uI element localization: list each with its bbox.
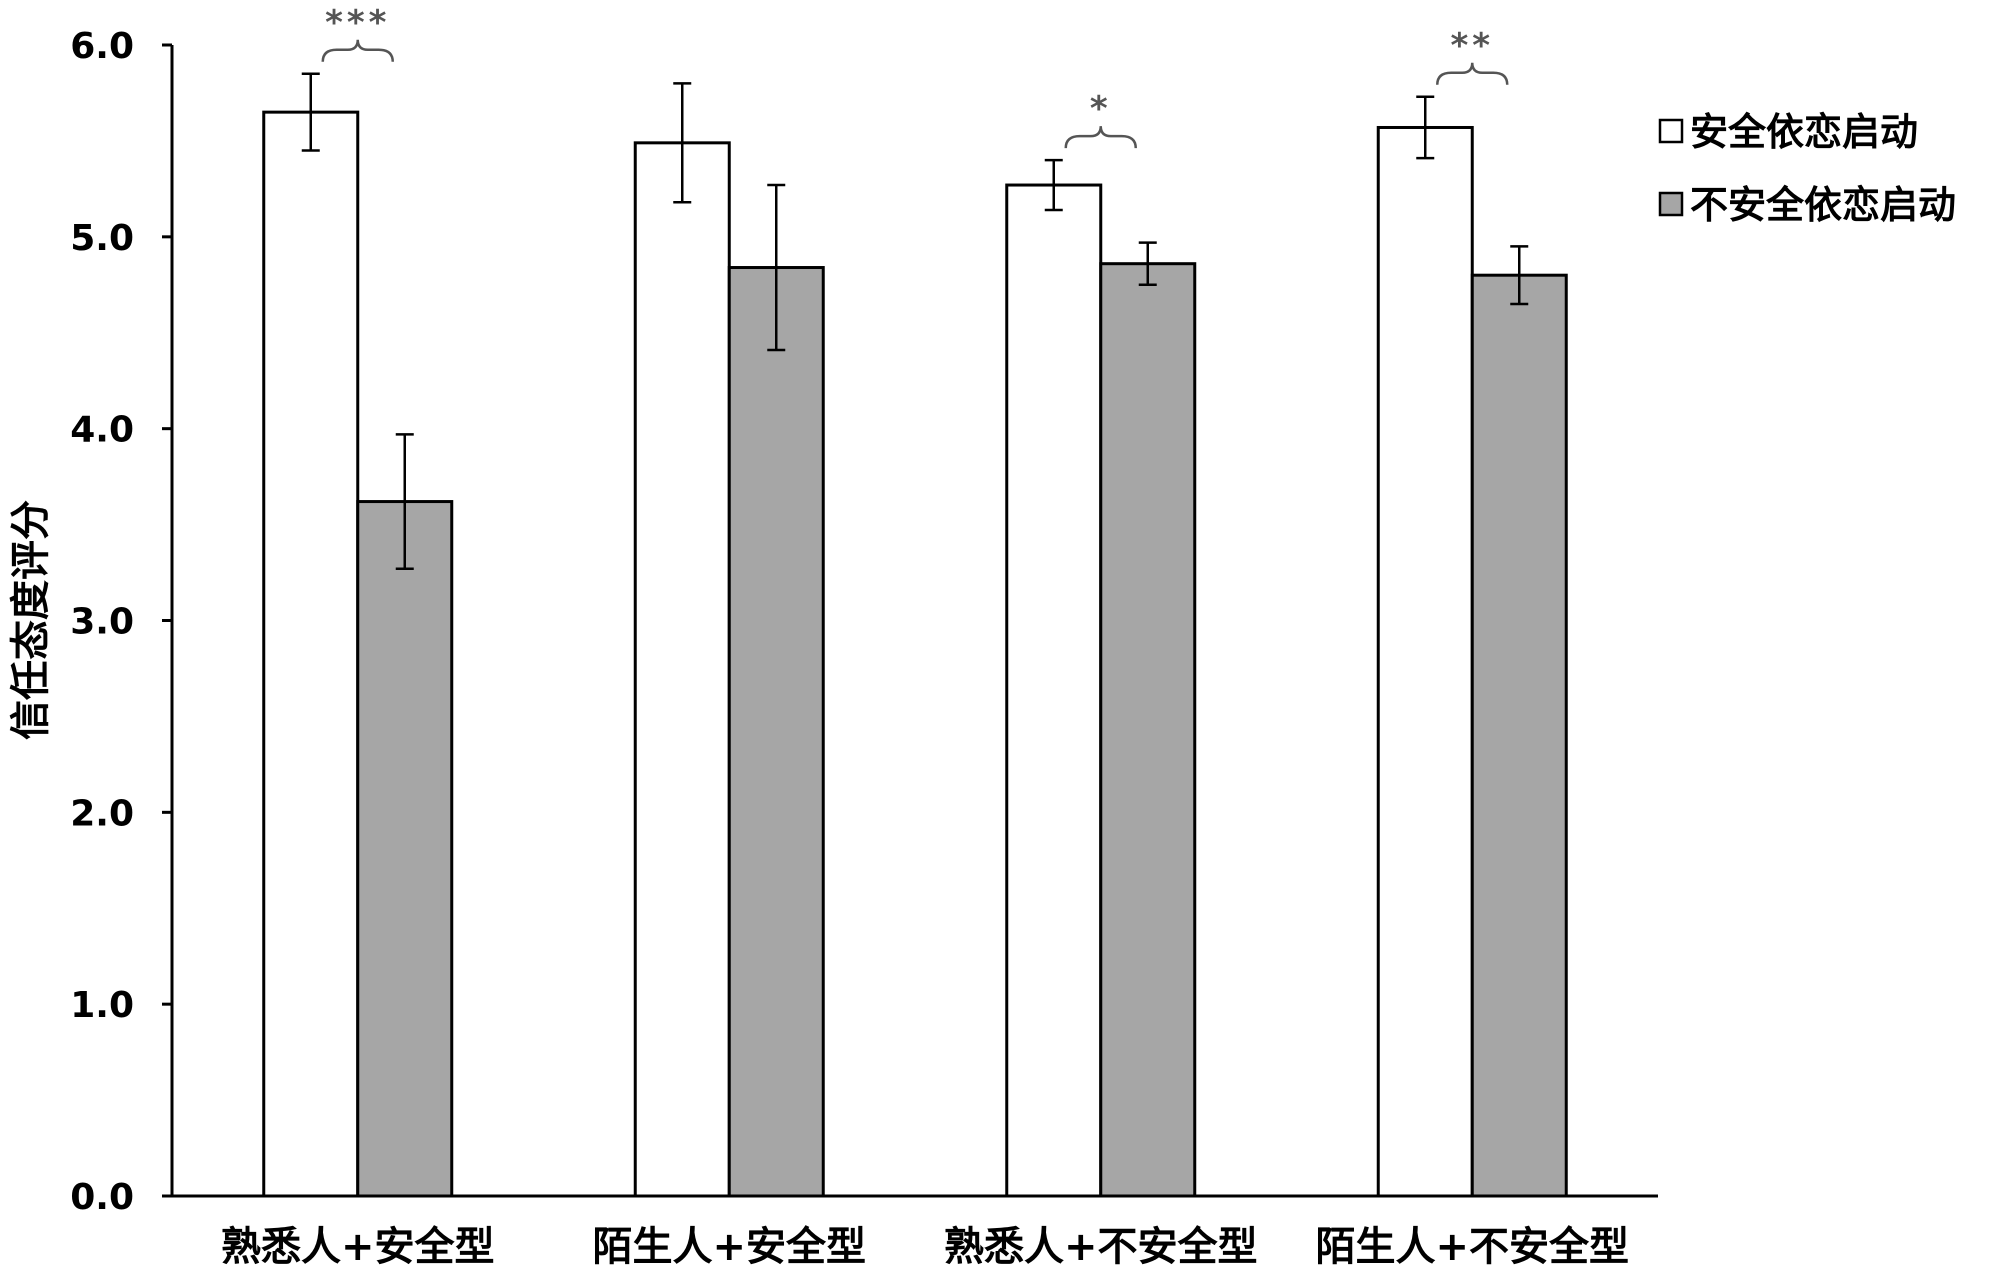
- significance-brace: [1436, 62, 1509, 85]
- y-axis-title: 信任态度评分: [8, 500, 54, 740]
- bar-3-1: [1470, 273, 1568, 1198]
- legend-label-insecure: 不安全依恋启动: [1690, 183, 1956, 227]
- significance-brace: [321, 39, 394, 62]
- legend: 安全依恋启动 不安全依恋启动: [1658, 110, 1956, 227]
- legend-label-secure: 安全依恋启动: [1690, 110, 1918, 154]
- bar-2-0: [1005, 183, 1103, 1198]
- y-tick-label: 4.0: [70, 410, 134, 451]
- y-tick-label: 3.0: [70, 602, 134, 643]
- significance-brace: [1064, 126, 1137, 149]
- x-category-label: 熟悉人+安全型: [221, 1224, 495, 1270]
- y-tick-label: 0.0: [70, 1177, 134, 1218]
- x-category-label: 熟悉人+不安全型: [944, 1224, 1258, 1270]
- significance-brackets: ******: [321, 3, 1509, 149]
- legend-swatch-insecure: [1658, 191, 1684, 217]
- x-category-label: 陌生人+不安全型: [1315, 1224, 1629, 1270]
- bar-0-0: [262, 110, 360, 1198]
- x-category-label: 陌生人+安全型: [592, 1224, 866, 1270]
- significance-label: *: [1090, 89, 1112, 129]
- bar-1-0: [633, 141, 731, 1198]
- legend-swatch-secure: [1658, 118, 1684, 144]
- bars: [262, 110, 1568, 1198]
- y-tick-label: 2.0: [70, 793, 134, 834]
- bar-1-1: [727, 266, 825, 1198]
- bar-2-1: [1099, 262, 1197, 1198]
- significance-label: ***: [325, 3, 390, 43]
- y-tick-label: 5.0: [70, 218, 134, 259]
- bar-3-0: [1376, 125, 1474, 1198]
- significance-label: **: [1450, 26, 1494, 66]
- y-tick-labels: 0.0 1.0 2.0 3.0 4.0 5.0 6.0: [70, 26, 172, 1218]
- bar-0-1: [356, 500, 454, 1198]
- y-tick-label: 1.0: [70, 985, 134, 1026]
- error-bars: [301, 72, 1529, 570]
- x-category-labels: 熟悉人+安全型 陌生人+安全型 熟悉人+不安全型 陌生人+不安全型: [221, 1224, 1629, 1270]
- y-tick-label: 6.0: [70, 26, 134, 67]
